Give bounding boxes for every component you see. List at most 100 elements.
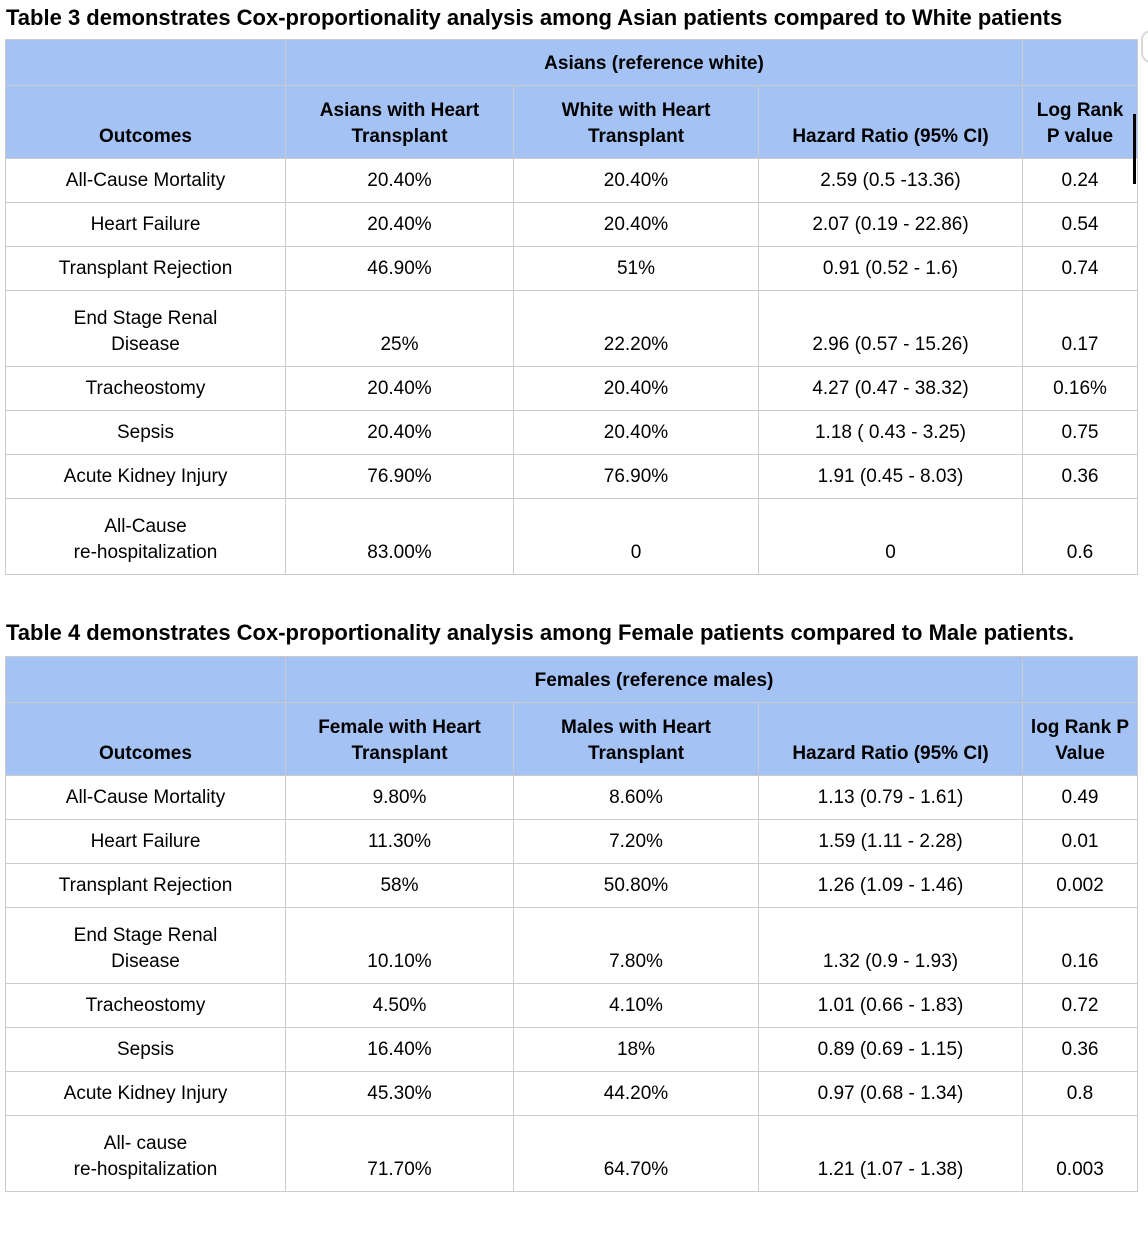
group-b-value-cell: 22.20% [513,290,759,367]
hazard-ratio-cell: 1.26 (1.09 - 1.46) [757,863,1024,908]
p-value-cell: 0.36 [1022,454,1138,499]
outcome-cell: Sepsis [5,410,286,455]
group-b-value-cell: 4.10% [513,983,759,1028]
hazard-ratio-cell: 0.91 (0.52 - 1.6) [758,246,1023,291]
group-a-value-cell: 4.50% [285,983,514,1028]
table4-corner-cell [1022,656,1139,703]
table3-title: Table 3 demonstrates Cox-proportionality… [6,5,1063,30]
table-row: Acute Kidney Injury 45.30% 44.20% 0.97 (0.6… [5,1071,1139,1116]
group-a-value-cell: 20.40% [285,410,514,455]
group-b-value-cell: 8.60% [513,775,759,820]
p-value-cell: 0.6 [1022,498,1138,575]
table3-cox-asians: Asians (reference white) Outcomes Asians… [5,39,1138,575]
group-b-value-cell: 7.20% [513,819,759,864]
outcome-cell: All-Cause re-hospitalization [5,498,286,575]
p-value-cell: 0.002 [1022,863,1139,908]
hazard-ratio-cell: 2.07 (0.19 - 22.86) [758,202,1023,247]
group-a-value-cell: 71.70% [285,1115,514,1192]
group-a-value-cell: 16.40% [285,1027,514,1072]
group-a-value-cell: 25% [285,290,514,367]
group-a-value-cell: 10.10% [285,907,514,984]
group-b-value-cell: 0 [513,498,759,575]
group-a-value-cell: 58% [285,863,514,908]
hazard-ratio-cell: 1.32 (0.9 - 1.93) [757,907,1024,984]
group-b-value-cell: 20.40% [513,158,759,203]
outcome-cell: Transplant Rejection [5,863,286,908]
group-a-value-cell: 9.80% [285,775,514,820]
table3-header-group-a: Asians with Heart Transplant [285,85,514,159]
table-row: End Stage Renal Disease 25% 22.20% 2.96 (0.… [5,290,1138,367]
table3-corner-cell [1022,39,1138,86]
outcome-cell: Acute Kidney Injury [5,454,286,499]
p-value-cell: 0.16% [1022,366,1138,411]
p-value-cell: 0.24 [1022,158,1138,203]
outcome-cell: All-Cause Mortality [5,775,286,820]
hazard-ratio-cell: 0 [758,498,1023,575]
group-a-value-cell: 20.40% [285,366,514,411]
group-b-value-cell: 18% [513,1027,759,1072]
table3-header-outcomes: Outcomes [5,85,286,159]
table3-group-header-cell: Asians (reference white) [285,39,1023,86]
outcome-cell: Tracheostomy [5,366,286,411]
table-row: Tracheostomy 4.50% 4.10% 1.01 (0.66 - 1.83)… [5,983,1139,1028]
hazard-ratio-cell: 1.01 (0.66 - 1.83) [757,983,1024,1028]
floating-pill-button[interactable] [1141,30,1148,63]
table3-group-header-row: Asians (reference white) [5,39,1138,86]
group-a-value-cell: 83.00% [285,498,514,575]
p-value-cell: 0.17 [1022,290,1138,367]
table4-group-header-cell: Females (reference males) [284,656,1024,703]
hazard-ratio-cell: 1.18 ( 0.43 - 3.25) [758,410,1023,455]
table4-title: Table 4 demonstrates Cox-proportionality… [6,620,1075,645]
group-a-value-cell: 46.90% [285,246,514,291]
table-row: End Stage Renal Disease 10.10% 7.80% 1.32 (… [5,907,1139,984]
table-row: Acute Kidney Injury 76.90% 76.90% 1.91 (0.4… [5,454,1138,499]
hazard-ratio-cell: 2.96 (0.57 - 15.26) [758,290,1023,367]
table4-header-group-b: Males with Heart Transplant [513,702,759,776]
group-b-value-cell: 20.40% [513,410,759,455]
outcome-cell: Transplant Rejection [5,246,286,291]
outcome-cell: Heart Failure [5,819,286,864]
p-value-cell: 0.003 [1022,1115,1139,1192]
p-value-cell: 0.8 [1022,1071,1139,1116]
hazard-ratio-cell: 0.97 (0.68 - 1.34) [757,1071,1024,1116]
group-a-value-cell: 20.40% [285,158,514,203]
outcome-cell: Acute Kidney Injury [5,1071,286,1116]
group-b-value-cell: 7.80% [513,907,759,984]
table3-header-p-value: Log Rank P value [1022,85,1138,159]
hazard-ratio-cell: 1.59 (1.11 - 2.28) [757,819,1024,864]
hazard-ratio-cell: 0.89 (0.69 - 1.15) [757,1027,1024,1072]
group-a-value-cell: 45.30% [285,1071,514,1116]
outcome-cell: All- cause re-hospitalization [5,1115,286,1192]
hazard-ratio-cell: 4.27 (0.47 - 38.32) [758,366,1023,411]
group-a-value-cell: 11.30% [285,819,514,864]
group-b-value-cell: 44.20% [513,1071,759,1116]
table4-corner-cell [5,656,286,703]
document-page: Table 3 demonstrates Cox-proportionality… [5,5,1139,1192]
outcome-cell: Heart Failure [5,202,286,247]
p-value-cell: 0.75 [1022,410,1138,455]
table4-header-p-value: log Rank P Value [1022,702,1139,776]
table3-header-hazard-ratio: Hazard Ratio (95% CI) [758,85,1023,159]
group-b-value-cell: 76.90% [513,454,759,499]
outcome-cell: End Stage Renal Disease [5,907,286,984]
p-value-cell: 0.74 [1022,246,1138,291]
hazard-ratio-cell: 1.21 (1.07 - 1.38) [757,1115,1024,1192]
group-b-value-cell: 64.70% [513,1115,759,1192]
group-b-value-cell: 20.40% [513,366,759,411]
outcome-cell: Sepsis [5,1027,286,1072]
table-row: All- cause re-hospitalization 71.70% 64.70… [5,1115,1139,1192]
table3-column-header-row: Outcomes Asians with Heart Transplant Wh… [5,85,1138,159]
table4-cox-females: Females (reference males) Outcomes Femal… [5,656,1139,1192]
outcome-cell: All-Cause Mortality [5,158,286,203]
table4-group-header-row: Females (reference males) [5,656,1139,703]
table3-corner-cell [5,39,286,86]
table-row: Sepsis 16.40% 18% 0.89 (0.69 - 1.15) 0.36 [5,1027,1139,1072]
group-a-value-cell: 20.40% [285,202,514,247]
p-value-cell: 0.36 [1022,1027,1139,1072]
table-row: Transplant Rejection 58% 50.80% 1.26 (1.09 … [5,863,1139,908]
outcome-cell: End Stage Renal Disease [5,290,286,367]
table4-header-group-a: Female with Heart Transplant [285,702,514,776]
table4-header-hazard-ratio: Hazard Ratio (95% CI) [757,702,1024,776]
table-row: Tracheostomy 20.40% 20.40% 4.27 (0.47 - 38.… [5,366,1138,411]
table4-header-outcomes: Outcomes [5,702,286,776]
